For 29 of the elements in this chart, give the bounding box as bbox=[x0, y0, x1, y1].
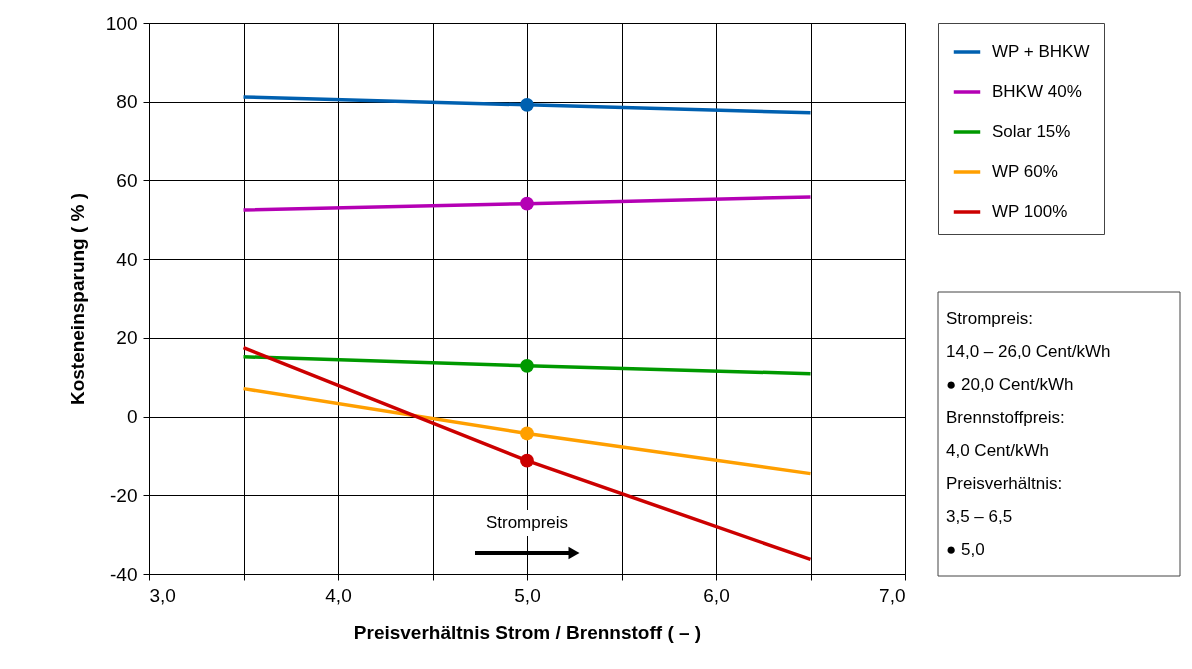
y-tick-label: 100 bbox=[105, 12, 138, 34]
annotation: Strompreis bbox=[485, 513, 569, 532]
legend-label: BHKW 40% bbox=[992, 82, 1082, 101]
x-axis-title: Preisverhältnis Strom / Brennstoff ( – ) bbox=[353, 621, 702, 643]
legend-label: Solar 15% bbox=[992, 122, 1071, 141]
text: 4,0 Cent/kWh bbox=[946, 441, 1049, 460]
y-tick-label: 0 bbox=[126, 406, 138, 428]
text: ● 5,0 bbox=[946, 540, 985, 559]
y-tick-label: 80 bbox=[116, 91, 138, 113]
text: Brennstoffpreis: bbox=[946, 408, 1065, 427]
text: Strompreis: bbox=[946, 309, 1033, 328]
y-axis-title: Kosteneinsparung ( % ) bbox=[66, 192, 88, 406]
text: Preisverhältnis: bbox=[946, 474, 1063, 493]
text: 3,5 – 6,5 bbox=[946, 507, 1013, 526]
y-tick-label: 60 bbox=[116, 169, 138, 191]
legend-label: WP + BHKW bbox=[992, 42, 1090, 61]
x-tick-label: 5,0 bbox=[514, 584, 541, 606]
y-tick-label: -20 bbox=[110, 484, 138, 506]
x-tick-label: 3,0 bbox=[149, 584, 176, 606]
x-tick-label: 4,0 bbox=[325, 584, 352, 606]
legend-label: WP 60% bbox=[992, 162, 1058, 181]
y-tick-label: -40 bbox=[110, 563, 138, 585]
x-tick-label: 7,0 bbox=[879, 584, 906, 606]
legend-label: WP 100% bbox=[992, 202, 1068, 221]
y-tick-label: 40 bbox=[116, 248, 138, 270]
y-tick-label: 20 bbox=[116, 327, 138, 349]
text: ● 20,0 Cent/kWh bbox=[946, 375, 1074, 394]
text: 14,0 – 26,0 Cent/kWh bbox=[946, 342, 1111, 361]
x-tick-label: 6,0 bbox=[703, 584, 730, 606]
